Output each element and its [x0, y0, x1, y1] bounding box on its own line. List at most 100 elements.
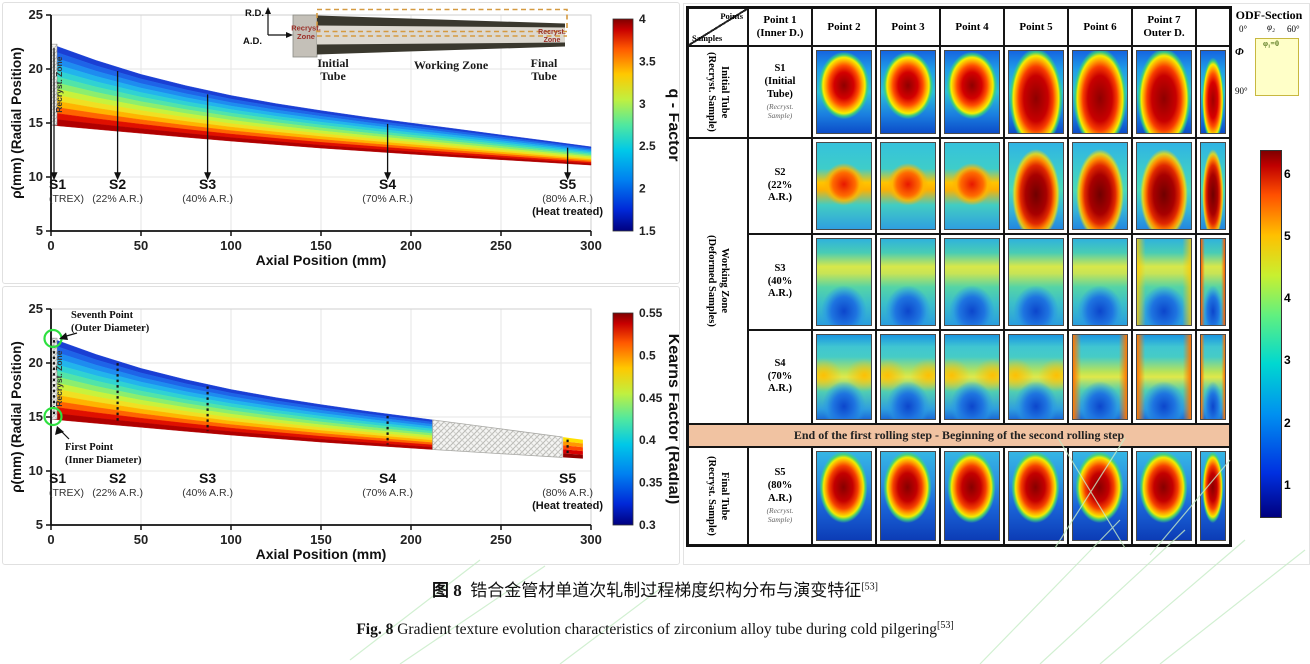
sample-markers: S1(TREX) S2(22% A.R.) S3(40% A.R.) S4(70% A…: [49, 48, 603, 218]
colorbar-tick: 5: [1284, 229, 1291, 243]
odf-map-s2-p3: [940, 138, 1004, 234]
svg-text:0.35: 0.35: [639, 476, 663, 490]
seventh-point-label: Seventh Point: [71, 310, 134, 321]
odf-heatmap: [944, 238, 1000, 326]
odf-heatmap: [944, 334, 1000, 420]
svg-text:1.5: 1.5: [639, 224, 656, 238]
q-factor-chart-panel: Recryst. Zone 0 50 100 150 200 250 300 5 10 15 20 25…: [2, 2, 682, 284]
odf-map-s4-p3: [940, 330, 1004, 424]
svg-text:S3: S3: [199, 176, 216, 192]
svg-text:S1: S1: [49, 470, 66, 486]
sample-markers: S1(TREX) S2(22% A.R.) S3(40% A.R.) S4(70% A…: [49, 340, 603, 512]
odf-heatmap: [880, 50, 936, 134]
odf-map-s4-p7: [1196, 330, 1230, 424]
odf-heatmap: [816, 50, 872, 134]
svg-text:ρ(mm) (Radial Position): ρ(mm) (Radial Position): [9, 341, 24, 493]
odf-map-s1-p2: [876, 46, 940, 138]
inset-schematic: R.D. A.D. Recryst. Zone Recryst. Zone In…: [243, 7, 568, 83]
odf-table-panel: Points Samples Point 1 (Inner D.) Point …: [683, 3, 1310, 565]
svg-text:0.5: 0.5: [639, 348, 656, 362]
column-header-point2: Point 2: [812, 8, 876, 46]
caption-zh-ref: [53]: [861, 581, 878, 593]
svg-text:ρ(mm) (Radial Position): ρ(mm) (Radial Position): [9, 47, 24, 199]
caption-en-prefix: Fig. 8: [356, 621, 394, 639]
odf-map-s4-p6: [1132, 330, 1196, 424]
svg-text:15: 15: [29, 409, 43, 424]
chart-render-layer: Recryst. Zone 0 50 100 150 200 250 300 5 10 15 20 25…: [9, 7, 682, 268]
odf-map-s5-p2: [876, 447, 940, 545]
odf-map-s1-p3: [940, 46, 1004, 138]
recryst-zone-left-label2: Zone: [297, 32, 315, 41]
odf-phi-label: Φ: [1235, 46, 1244, 58]
annotation-arrowhead-icon: [59, 332, 68, 340]
initial-tube-label: Initial: [317, 56, 349, 70]
svg-text:(40% A.R.): (40% A.R.): [182, 487, 233, 499]
corner-samples-label: Samples: [692, 33, 723, 43]
unmeasured-hatch-region: [432, 419, 563, 458]
column-header-point6: Point 6: [1068, 8, 1132, 46]
svg-text:Kearns Factor (Radial): Kearns Factor (Radial): [665, 334, 679, 505]
caption-en-text: Gradient texture evolution characteristi…: [397, 621, 937, 639]
odf-heatmap: [1008, 142, 1064, 230]
odf-0deg-label: 0°: [1239, 24, 1248, 34]
odf-heatmap: [1072, 451, 1128, 541]
svg-text:50: 50: [134, 238, 148, 253]
svg-text:300: 300: [580, 238, 602, 253]
kearns-factor-chart-panel: Recryst. Zone 0 50 100 150 200 250 300 5 10 15 20 25…: [2, 286, 682, 565]
corner-cell: Points Samples: [688, 8, 748, 46]
svg-text:2: 2: [639, 182, 646, 196]
svg-text:250: 250: [490, 238, 512, 253]
odf-heatmap: [816, 334, 872, 420]
svg-text:200: 200: [400, 238, 422, 253]
odf-map-s5-p7: [1196, 447, 1230, 545]
svg-text:2.5: 2.5: [639, 139, 656, 153]
odf-heatmap: [1072, 238, 1128, 326]
ad-arrowhead-icon: [286, 32, 293, 38]
odf-map-s4-p2: [876, 330, 940, 424]
axes: 0 50 100 150 200 250 300 5 10 15 20 25 Axial Positio…: [9, 301, 602, 562]
odf-map-s4-p1: [812, 330, 876, 424]
svg-text:15: 15: [29, 115, 43, 130]
svg-text:50: 50: [134, 532, 148, 547]
svg-text:S1: S1: [49, 176, 66, 192]
svg-text:S5: S5: [559, 176, 576, 192]
zone-label-final-tube: Final Tube (Recryst. Sample): [688, 447, 748, 545]
first-point-label2: (Inner Diameter): [65, 455, 142, 466]
svg-text:100: 100: [220, 532, 242, 547]
odf-heatmap: [1136, 451, 1192, 541]
svg-text:0.3: 0.3: [639, 518, 656, 532]
gradient-band: [50, 337, 433, 450]
svg-text:Axial Position (mm): Axial Position (mm): [256, 252, 387, 268]
caption-en: Fig. 8 Gradient texture evolution charac…: [0, 620, 1310, 639]
odf-map-s2-p7: [1196, 138, 1230, 234]
recryst-zone-right-label: Recryst.: [538, 29, 566, 36]
zone-label-initial-tube: Initial Tube (Recryst. Sample): [688, 46, 748, 138]
svg-text:25: 25: [29, 301, 43, 316]
odf-heatmap: [944, 50, 1000, 134]
odf-legend-title: ODF-Section: [1235, 8, 1303, 22]
odf-map-s3-p2: [876, 234, 940, 330]
odf-60deg-label: 60°: [1287, 24, 1300, 34]
odf-heatmap: [1008, 50, 1064, 134]
annotation-seventh-point: Seventh Point (Outer Diameter): [43, 310, 150, 349]
svg-text:0: 0: [47, 532, 54, 547]
row-label-s2: S2 (22% A.R.): [748, 138, 812, 234]
odf-heatmap: [1136, 142, 1192, 230]
odf-map-s3-p7: [1196, 234, 1230, 330]
svg-text:S4: S4: [379, 176, 396, 192]
colorbar-tick: 6: [1284, 166, 1291, 181]
axes: 0 50 100 150 200 250 300 5 10 15 20 25 Axial Positio…: [9, 7, 602, 268]
svg-text:4: 4: [639, 12, 646, 26]
odf-map-s1-p5: [1068, 46, 1132, 138]
colorbar-tick: 3: [1284, 353, 1291, 368]
recryst-zone-left-label: Recryst.: [291, 24, 321, 33]
odf-sections-table: Points Samples Point 1 (Inner D.) Point …: [686, 6, 1232, 547]
odf-map-s2-p2: [876, 138, 940, 234]
column-header-point5: Point 5: [1004, 8, 1068, 46]
svg-text:250: 250: [490, 532, 512, 547]
odf-heatmap: [1136, 238, 1192, 326]
tube-upper-wall: [317, 15, 565, 28]
svg-text:(TREX): (TREX): [49, 487, 84, 499]
